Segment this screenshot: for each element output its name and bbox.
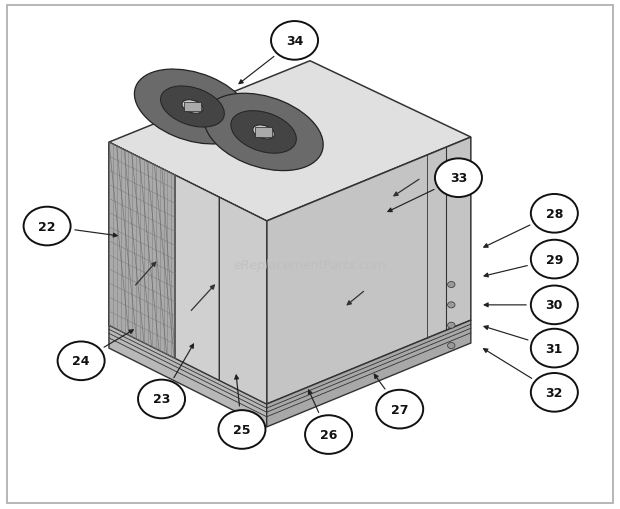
Text: 28: 28	[546, 207, 563, 220]
Ellipse shape	[204, 94, 323, 171]
Text: 31: 31	[546, 342, 563, 355]
Text: eReplacementParts.com: eReplacementParts.com	[234, 258, 386, 271]
Circle shape	[448, 343, 455, 349]
Polygon shape	[109, 143, 175, 359]
Polygon shape	[267, 321, 471, 427]
Polygon shape	[109, 62, 471, 221]
Text: 22: 22	[38, 220, 56, 233]
Ellipse shape	[253, 126, 274, 139]
Circle shape	[138, 380, 185, 418]
Circle shape	[271, 22, 318, 61]
Circle shape	[376, 390, 423, 429]
Circle shape	[531, 373, 578, 412]
Circle shape	[531, 240, 578, 279]
Circle shape	[218, 410, 265, 449]
Circle shape	[531, 194, 578, 233]
Polygon shape	[175, 176, 219, 381]
Text: 23: 23	[153, 392, 170, 406]
Ellipse shape	[182, 101, 203, 114]
Text: 26: 26	[320, 428, 337, 441]
Circle shape	[531, 329, 578, 367]
Polygon shape	[267, 138, 471, 404]
FancyBboxPatch shape	[184, 103, 201, 112]
Text: 34: 34	[286, 35, 303, 48]
Text: 32: 32	[546, 386, 563, 399]
Ellipse shape	[161, 87, 224, 128]
Text: 29: 29	[546, 253, 563, 266]
Ellipse shape	[231, 111, 296, 154]
Ellipse shape	[135, 70, 250, 145]
Circle shape	[448, 302, 455, 308]
Text: 30: 30	[546, 299, 563, 312]
Text: 27: 27	[391, 403, 409, 416]
Text: 24: 24	[73, 355, 90, 367]
Polygon shape	[109, 143, 267, 404]
Polygon shape	[109, 326, 267, 427]
Text: 25: 25	[233, 423, 250, 436]
Text: 33: 33	[450, 172, 467, 185]
Circle shape	[58, 342, 105, 380]
Polygon shape	[219, 198, 267, 404]
Circle shape	[448, 323, 455, 329]
Circle shape	[435, 159, 482, 197]
Circle shape	[305, 415, 352, 454]
Circle shape	[448, 282, 455, 288]
Circle shape	[24, 207, 71, 246]
Circle shape	[531, 286, 578, 325]
FancyBboxPatch shape	[255, 128, 272, 137]
